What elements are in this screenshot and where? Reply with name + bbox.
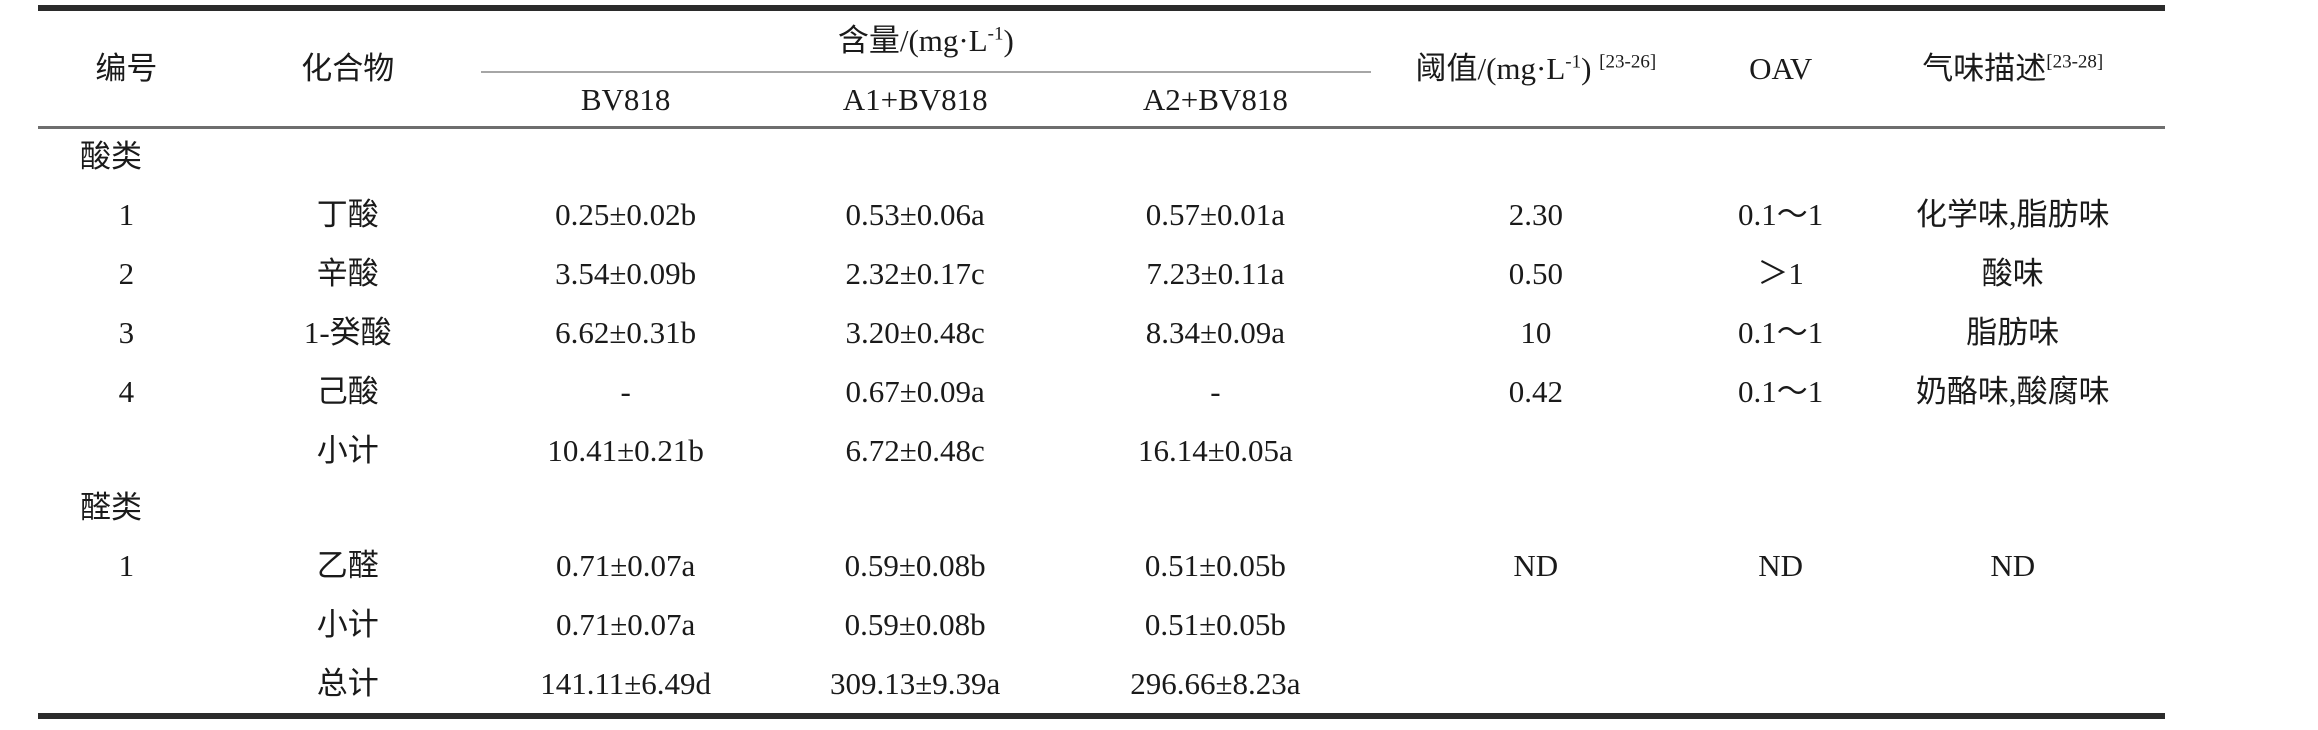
cell-odor — [1860, 595, 2165, 654]
cell-threshold: 0.42 — [1508, 373, 1563, 409]
cell-bv818: 6.62±0.31b — [555, 314, 697, 350]
cell-oav — [1701, 654, 1861, 716]
header-threshold: 阈值/(mg·L-1) [23-26] — [1371, 8, 1701, 128]
table-row: 1 丁酸 0.25±0.02b 0.53±0.06a 0.57±0.01a 2.… — [38, 185, 2165, 244]
cell-compound: 丁酸 — [316, 196, 379, 232]
cell-threshold — [1371, 595, 1701, 654]
cell-bv818: 10.41±0.21b — [547, 432, 704, 468]
cell-threshold: ND — [1513, 547, 1559, 583]
cell-compound: 己酸 — [316, 373, 379, 409]
cell-bv818: 0.25±0.02b — [555, 196, 697, 232]
table-header: 编号 化合物 含量/(mg·L-1) 阈值/(mg·L-1) [23-26] O… — [38, 8, 2165, 128]
cell-no — [38, 654, 215, 716]
cell-a1: 0.53±0.06a — [845, 196, 985, 232]
cell-odor — [1860, 421, 2165, 480]
cell-threshold: 2.30 — [1508, 196, 1563, 232]
cell-compound: 总计 — [316, 665, 379, 701]
cell-a2: 0.51±0.05b — [1144, 547, 1286, 583]
cell-odor: 酸味 — [1981, 255, 2044, 291]
cell-oav — [1701, 421, 1861, 480]
table-row: 3 1-癸酸 6.62±0.31b 3.20±0.48c 8.34±0.09a … — [38, 303, 2165, 362]
cell-oav: 0.1～1 — [1738, 373, 1824, 409]
header-sample-a1: A1+BV818 — [842, 81, 988, 117]
header-content-label: 含量/(mg·L — [837, 23, 988, 59]
cell-a1: 0.59±0.08b — [844, 606, 986, 642]
category-label: 酸类 — [80, 139, 142, 175]
cell-compound: 1-癸酸 — [303, 314, 392, 350]
cell-a1: 2.32±0.17c — [845, 255, 985, 291]
cell-a2: 0.51±0.05b — [1144, 606, 1286, 642]
cell-compound: 小计 — [316, 606, 379, 642]
header-sample-a2: A2+BV818 — [1142, 81, 1288, 117]
header-content-label-close: ) — [1003, 23, 1014, 59]
cell-a2: 296.66±8.23a — [1130, 665, 1301, 701]
header-odor-label: 气味描述 — [1922, 50, 2047, 86]
cell-a1: 309.13±9.39a — [830, 665, 1001, 701]
header-threshold-label: 阈值/(mg·L — [1415, 50, 1566, 86]
header-threshold-citation: [23-26] — [1599, 51, 1657, 73]
cell-threshold — [1371, 421, 1701, 480]
cell-a1: 3.20±0.48c — [845, 314, 985, 350]
cell-threshold: 0.50 — [1508, 255, 1563, 291]
cell-oav — [1701, 595, 1861, 654]
cell-a2: 7.23±0.11a — [1146, 255, 1285, 291]
category-label: 醛类 — [80, 490, 142, 526]
cell-bv818: 0.71±0.07a — [555, 547, 696, 583]
cell-compound: 小计 — [316, 432, 379, 468]
header-odor: 气味描述[23-28] — [1860, 8, 2165, 128]
cell-compound: 乙醛 — [316, 547, 379, 583]
cell-oav: 0.1～1 — [1738, 196, 1824, 232]
compound-content-table: 编号 化合物 含量/(mg·L-1) 阈值/(mg·L-1) [23-26] O… — [38, 5, 2165, 719]
header-no: 编号 — [95, 50, 158, 86]
cell-odor: 化学味,脂肪味 — [1915, 196, 2110, 232]
cell-compound: 辛酸 — [316, 255, 379, 291]
cell-no — [38, 421, 215, 480]
cell-odor — [1860, 654, 2165, 716]
header-compound: 化合物 — [301, 50, 395, 86]
category-row-acids: 酸类 — [38, 128, 2165, 186]
cell-a2: 0.57±0.01a — [1145, 196, 1286, 232]
table-row: 4 己酸 - 0.67±0.09a - 0.42 0.1～1 奶酪味,酸腐味 — [38, 362, 2165, 421]
cell-oav: ND — [1758, 547, 1804, 583]
cell-a1: 6.72±0.48c — [845, 432, 985, 468]
header-content-group: 含量/(mg·L-1) — [480, 8, 1371, 73]
cell-oav: ＞1 — [1757, 255, 1804, 291]
cell-threshold — [1371, 654, 1701, 716]
cell-a2: - — [1210, 373, 1221, 409]
table-body: 酸类 1 丁酸 0.25±0.02b 0.53±0.06a 0.57±0.01a… — [38, 128, 2165, 717]
header-oav: OAV — [1749, 50, 1813, 86]
cell-a2: 16.14±0.05a — [1138, 432, 1293, 468]
cell-odor: 奶酪味,酸腐味 — [1915, 373, 2110, 409]
cell-oav: 0.1～1 — [1738, 314, 1824, 350]
header-threshold-exponent: -1 — [1565, 51, 1582, 73]
category-row-aldehydes: 醛类 — [38, 480, 2165, 536]
cell-odor: 脂肪味 — [1966, 314, 2060, 350]
cell-no: 1 — [118, 196, 135, 232]
cell-bv818: 0.71±0.07a — [555, 606, 696, 642]
cell-no: 2 — [118, 255, 135, 291]
cell-a1: 0.67±0.09a — [845, 373, 985, 409]
cell-no: 3 — [118, 314, 135, 350]
total-row: 总计 141.11±6.49d 309.13±9.39a 296.66±8.23… — [38, 654, 2165, 716]
header-odor-citation: [23-28] — [2046, 51, 2104, 73]
subtotal-row: 小计 10.41±0.21b 6.72±0.48c 16.14±0.05a — [38, 421, 2165, 480]
cell-no — [38, 595, 215, 654]
subtotal-row: 小计 0.71±0.07a 0.59±0.08b 0.51±0.05b — [38, 595, 2165, 654]
table-row: 1 乙醛 0.71±0.07a 0.59±0.08b 0.51±0.05b ND… — [38, 536, 2165, 595]
cell-a2: 8.34±0.09a — [1145, 314, 1286, 350]
header-content-exponent: -1 — [987, 23, 1004, 45]
table-row: 2 辛酸 3.54±0.09b 2.32±0.17c 7.23±0.11a 0.… — [38, 244, 2165, 303]
cell-a1: 0.59±0.08b — [844, 547, 986, 583]
cell-bv818: 3.54±0.09b — [555, 255, 697, 291]
cell-no: 1 — [118, 547, 135, 583]
header-sample-bv818: BV818 — [580, 81, 671, 117]
header-threshold-label-close: ) — [1581, 50, 1600, 86]
cell-threshold: 10 — [1520, 314, 1552, 350]
cell-odor: ND — [1990, 547, 2036, 583]
cell-bv818: - — [620, 373, 631, 409]
cell-bv818: 141.11±6.49d — [540, 665, 712, 701]
cell-no: 4 — [118, 373, 135, 409]
